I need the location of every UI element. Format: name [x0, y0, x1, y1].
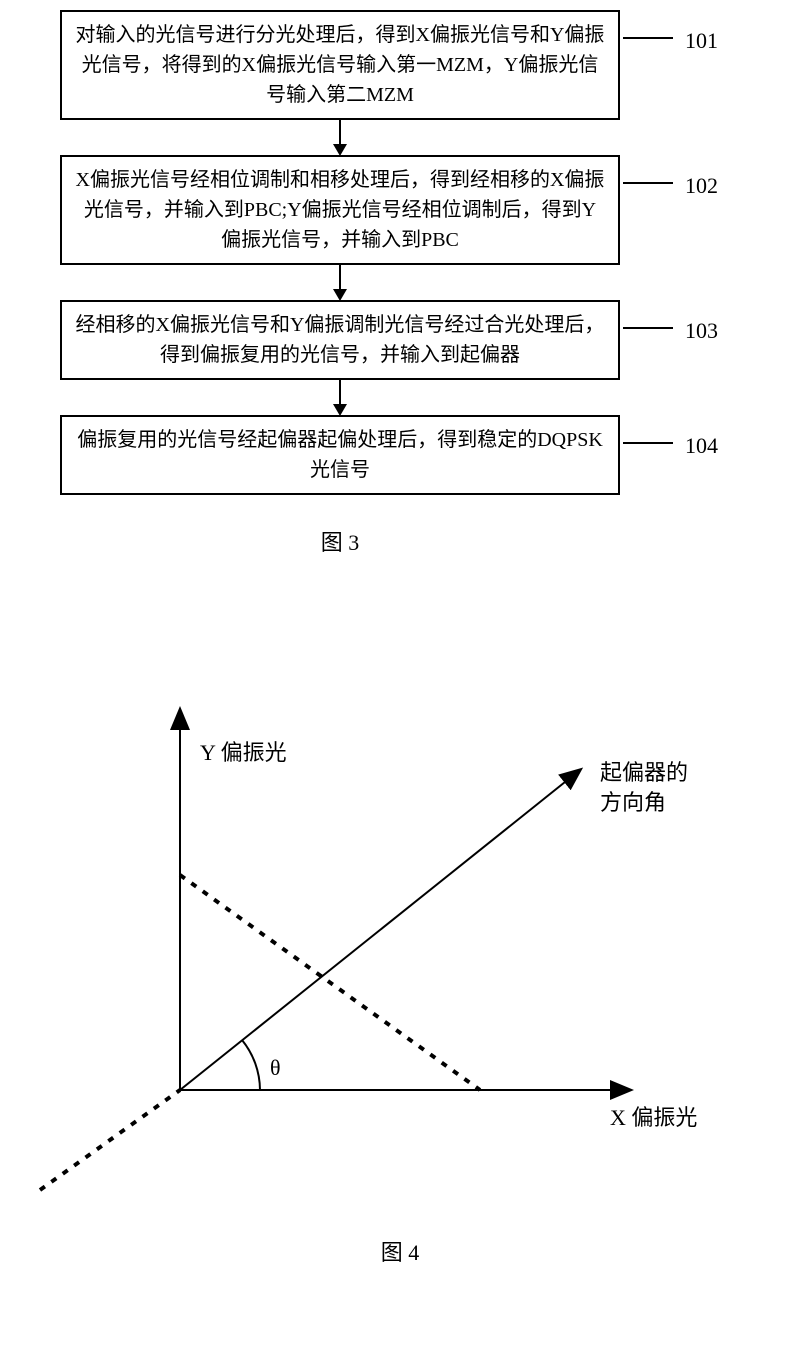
vector-diagram-figure-4: Y 偏振光 X 偏振光 起偏器的 方向角 θ 图 4: [30, 660, 770, 1300]
flow-box-text: 偏振复用的光信号经起偏器起偏处理后，得到稳定的DQPSK光信号: [77, 429, 603, 481]
flow-box-104: 偏振复用的光信号经起偏器起偏处理后，得到稳定的DQPSK光信号 104: [60, 415, 620, 495]
theta-arc: [242, 1040, 260, 1090]
flow-box-text: 经相移的X偏振光信号和Y偏振调制光信号经过合光处理后，得到偏振复用的光信号，并输…: [76, 314, 605, 366]
flow-label-connector: [623, 442, 673, 444]
x-axis-label: X 偏振光: [610, 1105, 697, 1130]
polarization-diagram-svg: Y 偏振光 X 偏振光 起偏器的 方向角 θ: [30, 660, 770, 1220]
flow-label-connector: [623, 327, 673, 329]
flowchart-figure-3: 对输入的光信号进行分光处理后，得到X偏振光信号和Y偏振光信号，将得到的X偏振光信…: [60, 10, 740, 557]
flow-box-label: 101: [685, 24, 718, 57]
figure-4-caption: 图 4: [30, 1235, 770, 1267]
y-axis-label: Y 偏振光: [200, 740, 287, 765]
flow-box-text: 对输入的光信号进行分光处理后，得到X偏振光信号和Y偏振光信号，将得到的X偏振光信…: [76, 24, 605, 106]
flow-label-connector: [623, 37, 673, 39]
polarizer-label-2: 方向角: [600, 790, 666, 815]
flow-label-connector: [623, 182, 673, 184]
figure-3-caption: 图 3: [60, 525, 620, 557]
flow-box-103: 经相移的X偏振光信号和Y偏振调制光信号经过合光处理后，得到偏振复用的光信号，并输…: [60, 300, 620, 380]
theta-label: θ: [270, 1055, 281, 1080]
dotted-line-lower: [40, 1090, 180, 1190]
flow-box-label: 102: [685, 169, 718, 202]
polarizer-label-1: 起偏器的: [600, 760, 688, 785]
flow-box-label: 103: [685, 314, 718, 347]
polarizer-arrow: [180, 770, 580, 1090]
flow-box-101: 对输入的光信号进行分光处理后，得到X偏振光信号和Y偏振光信号，将得到的X偏振光信…: [60, 10, 620, 120]
dotted-line-upper: [180, 875, 480, 1090]
flow-arrow: [60, 120, 620, 155]
flow-box-text: X偏振光信号经相位调制和相移处理后，得到经相移的X偏振光信号，并输入到PBC;Y…: [76, 169, 605, 251]
flow-box-102: X偏振光信号经相位调制和相移处理后，得到经相移的X偏振光信号，并输入到PBC;Y…: [60, 155, 620, 265]
flow-arrow: [60, 265, 620, 300]
flow-arrow: [60, 380, 620, 415]
flow-box-label: 104: [685, 429, 718, 462]
